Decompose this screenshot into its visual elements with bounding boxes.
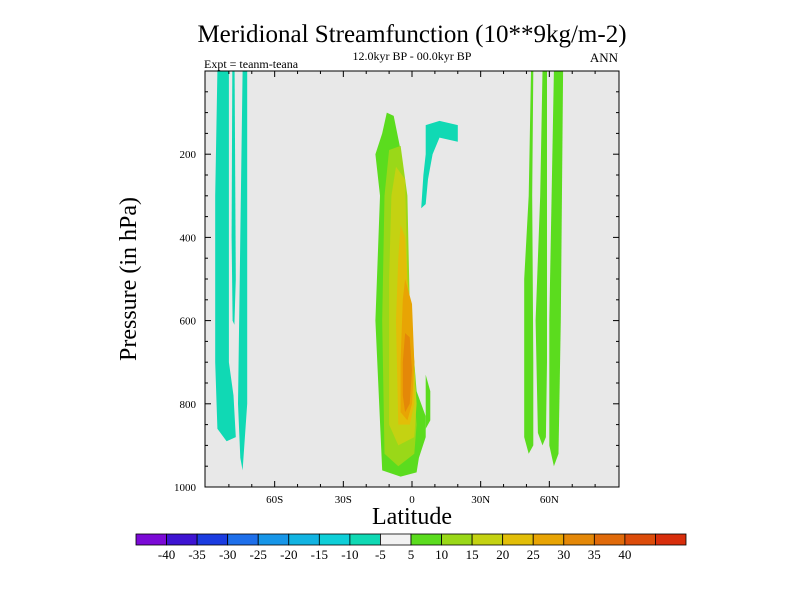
colorbar-swatch xyxy=(502,533,534,546)
colorbar-label: 40 xyxy=(618,547,631,562)
x-tick-label: 60S xyxy=(266,494,283,506)
contour-south-polar-cell-thin xyxy=(231,71,236,325)
colorbar-label: -5 xyxy=(375,547,386,562)
colorbar-swatch xyxy=(655,533,687,546)
colorbar-label: 35 xyxy=(588,547,601,562)
colorbar-label: 30 xyxy=(557,547,570,562)
y-tick-label: 200 xyxy=(180,149,197,161)
colorbar-swatch xyxy=(349,533,381,546)
colorbar-swatch xyxy=(166,533,198,546)
colorbar-swatch xyxy=(624,533,656,546)
colorbar-label: -40 xyxy=(158,547,175,562)
axis-ticks: 60S 30S 0 30N 60N 200 400 600 800 1000 xyxy=(174,71,619,506)
colorbar-label: 5 xyxy=(408,547,415,562)
colorbar-swatch xyxy=(196,533,229,546)
x-axis-label: Latitude xyxy=(372,504,452,530)
colorbar-label: 15 xyxy=(466,547,479,562)
colorbar-label: 25 xyxy=(527,547,540,562)
colorbar-label: -10 xyxy=(341,547,358,562)
contour-tropical-cell-10-tail xyxy=(425,374,431,429)
y-tick-label: 1000 xyxy=(174,482,197,494)
colorbar-swatch xyxy=(441,533,473,546)
colorbar-swatch xyxy=(135,533,167,546)
y-axis-label: Pressure (in hPa) xyxy=(116,197,142,361)
contour-tropical-cell-35 xyxy=(402,333,412,413)
colorbar-swatch xyxy=(563,533,595,546)
experiment-label: Expt = teanm-teana xyxy=(204,57,299,71)
colorbar-swatch xyxy=(593,533,626,546)
colorbar-swatch xyxy=(410,533,442,546)
colorbar-swatch xyxy=(380,533,412,546)
colorbar-swatch xyxy=(288,533,320,546)
colorbar-swatch xyxy=(227,533,259,546)
y-tick-label: 400 xyxy=(180,232,197,244)
contour-north-polar-cell-a xyxy=(524,71,534,454)
colorbar-label: -30 xyxy=(219,547,236,562)
x-tick-label: 30S xyxy=(335,494,352,506)
colorbar-swatch xyxy=(532,533,565,546)
colorbar-label: -20 xyxy=(280,547,297,562)
colorbar-label: 20 xyxy=(496,547,509,562)
chart-title: Meridional Streamfunction (10**9kg/m-2) xyxy=(197,21,626,48)
contour-regions xyxy=(215,71,564,477)
chart-subtitle: 12.0kyr BP - 00.0kyr BP xyxy=(353,49,472,63)
colorbar-swatch xyxy=(318,533,351,546)
contour-north-polar-cell-b xyxy=(535,71,547,446)
colorbar-label: 10 xyxy=(435,547,448,562)
colorbar-label: -35 xyxy=(188,547,205,562)
x-tick-label: 60N xyxy=(540,494,559,506)
y-tick-label: 800 xyxy=(180,399,197,411)
colorbar-label: -25 xyxy=(250,547,267,562)
colorbar-swatch xyxy=(257,533,290,546)
contour-south-polar-cell-inner xyxy=(238,71,248,471)
season-label: ANN xyxy=(590,50,619,65)
y-tick-label: 600 xyxy=(180,316,197,328)
colorbar-swatch xyxy=(471,533,504,546)
colorbar-label: -15 xyxy=(311,547,328,562)
colorbar: -40 -35 -30 -25 -20 -15 -10 -5 5 10 15 20 25 30 35 40 xyxy=(135,533,687,562)
contour-south-polar-cell-outer xyxy=(215,71,236,442)
x-tick-label: 0 xyxy=(409,494,415,506)
x-tick-label: 30N xyxy=(471,494,490,506)
contour-north-polar-cell-c xyxy=(549,71,564,467)
contour-north-tropical-cell-neg xyxy=(421,120,458,209)
